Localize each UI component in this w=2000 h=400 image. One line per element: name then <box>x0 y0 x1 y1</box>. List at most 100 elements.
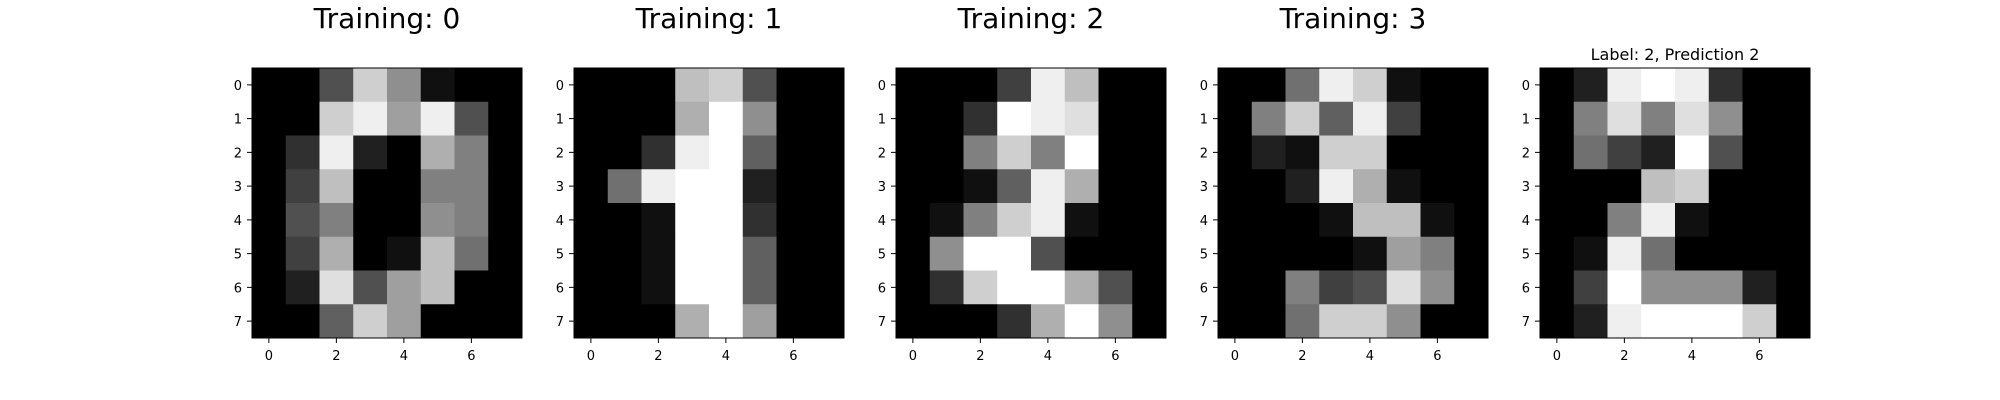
pixel-cell <box>1132 304 1167 339</box>
pixel-cell <box>929 203 964 238</box>
pixel-cell <box>896 304 931 339</box>
x-tick-label: 2 <box>1620 349 1628 364</box>
pixel-cell <box>896 169 931 204</box>
pixel-cell <box>252 68 287 103</box>
panels: Training: 0 0 1 2 3 4 5 6 7 0 2 4 6 Training: 1 0 1 2 3 4 5… <box>234 2 1811 364</box>
pixel-cell <box>252 304 287 339</box>
pixel-cell <box>810 101 845 136</box>
pixel-cell <box>1540 68 1575 103</box>
pixel-cell <box>810 203 845 238</box>
pixel-cell <box>1285 203 1320 238</box>
pixel-cell <box>896 135 931 170</box>
pixel-cell <box>420 135 455 170</box>
pixel-cell <box>776 236 811 271</box>
pixel-cell <box>963 236 998 271</box>
y-tick-label: 4 <box>1200 214 1208 229</box>
pixel-cell <box>1776 304 1811 339</box>
pixel-cell <box>1319 236 1354 271</box>
pixel-cell <box>1675 304 1710 339</box>
y-tick-label: 7 <box>1200 315 1208 330</box>
pixel-cell <box>1218 304 1253 339</box>
pixel-cell <box>641 101 676 136</box>
pixel-cell <box>1454 169 1489 204</box>
pixel-cell <box>929 236 964 271</box>
pixel-cell <box>1742 101 1777 136</box>
pixel-cell <box>1607 68 1642 103</box>
pixel-cell <box>285 169 320 204</box>
pixel-cell <box>1708 68 1743 103</box>
axes-frame <box>895 67 1167 339</box>
pixel-cell <box>1386 68 1421 103</box>
pixel-cell <box>1641 169 1676 204</box>
y-tick-label: 3 <box>234 180 242 195</box>
pixel-cell <box>285 68 320 103</box>
pixel-cell <box>675 135 710 170</box>
pixel-cell <box>353 101 388 136</box>
x-tick-label: 0 <box>1553 349 1561 364</box>
pixel-cell <box>1064 101 1099 136</box>
pixel-cell <box>353 68 388 103</box>
y-tick-label: 2 <box>1200 146 1208 161</box>
pixel-cell <box>1218 169 1253 204</box>
pixel-cell <box>997 169 1032 204</box>
pixel-cell <box>1454 270 1489 305</box>
pixel-cell <box>1776 135 1811 170</box>
pixel-cell <box>454 270 489 305</box>
y-tick-label: 5 <box>878 248 886 263</box>
pixel-cell <box>420 270 455 305</box>
pixel-cell <box>1132 203 1167 238</box>
pixel-cell <box>454 169 489 204</box>
pixel-cell <box>1573 270 1608 305</box>
pixel-cell <box>1776 101 1811 136</box>
pixel-cell <box>776 101 811 136</box>
pixel-cell <box>1031 101 1066 136</box>
y-tick-label: 7 <box>1522 315 1530 330</box>
pixel-cell <box>709 169 744 204</box>
pixel-cell <box>454 203 489 238</box>
x-tick-label: 6 <box>1755 349 1763 364</box>
y-tick-label: 6 <box>1522 281 1530 296</box>
x-tick-label: 2 <box>332 349 340 364</box>
pixel-cell <box>1251 270 1286 305</box>
pixel-cell <box>1641 270 1676 305</box>
pixel-cell <box>1573 68 1608 103</box>
y-tick-label: 0 <box>1522 79 1530 94</box>
pixel-cell <box>488 101 523 136</box>
y-tick-label: 5 <box>1200 248 1208 263</box>
pixel-cell <box>1776 270 1811 305</box>
pixel-cell <box>607 135 642 170</box>
pixel-cell <box>454 68 489 103</box>
pixel-cell <box>252 135 287 170</box>
pixel-cell <box>810 236 845 271</box>
pixel-cell <box>1420 304 1455 339</box>
pixel-cell <box>709 68 744 103</box>
pixel-cell <box>420 101 455 136</box>
pixel-cell <box>1132 135 1167 170</box>
pixel-cell <box>387 68 422 103</box>
pixel-cell <box>353 270 388 305</box>
pixel-cell <box>1064 169 1099 204</box>
pixel-cell <box>1386 304 1421 339</box>
pixel-cell <box>1218 101 1253 136</box>
pixel-cell <box>1031 236 1066 271</box>
pixel-cell <box>1454 304 1489 339</box>
pixel-cell <box>1251 203 1286 238</box>
pixel-cell <box>1675 236 1710 271</box>
pixel-cell <box>1386 135 1421 170</box>
pixel-cell <box>454 101 489 136</box>
pixel-cell <box>454 236 489 271</box>
axes-frame <box>251 67 523 339</box>
y-tick-label: 3 <box>1522 180 1530 195</box>
x-tick-label: 0 <box>265 349 273 364</box>
pixel-cell <box>1420 135 1455 170</box>
pixel-cell <box>1218 68 1253 103</box>
pixel-cell <box>1319 68 1354 103</box>
pixel-cell <box>1675 101 1710 136</box>
x-tick-label: 6 <box>1433 349 1441 364</box>
pixel-cell <box>641 270 676 305</box>
pixel-cell <box>488 203 523 238</box>
pixel-cell <box>1285 304 1320 339</box>
pixel-cell <box>709 101 744 136</box>
pixel-cell <box>252 101 287 136</box>
y-tick-label: 3 <box>556 180 564 195</box>
